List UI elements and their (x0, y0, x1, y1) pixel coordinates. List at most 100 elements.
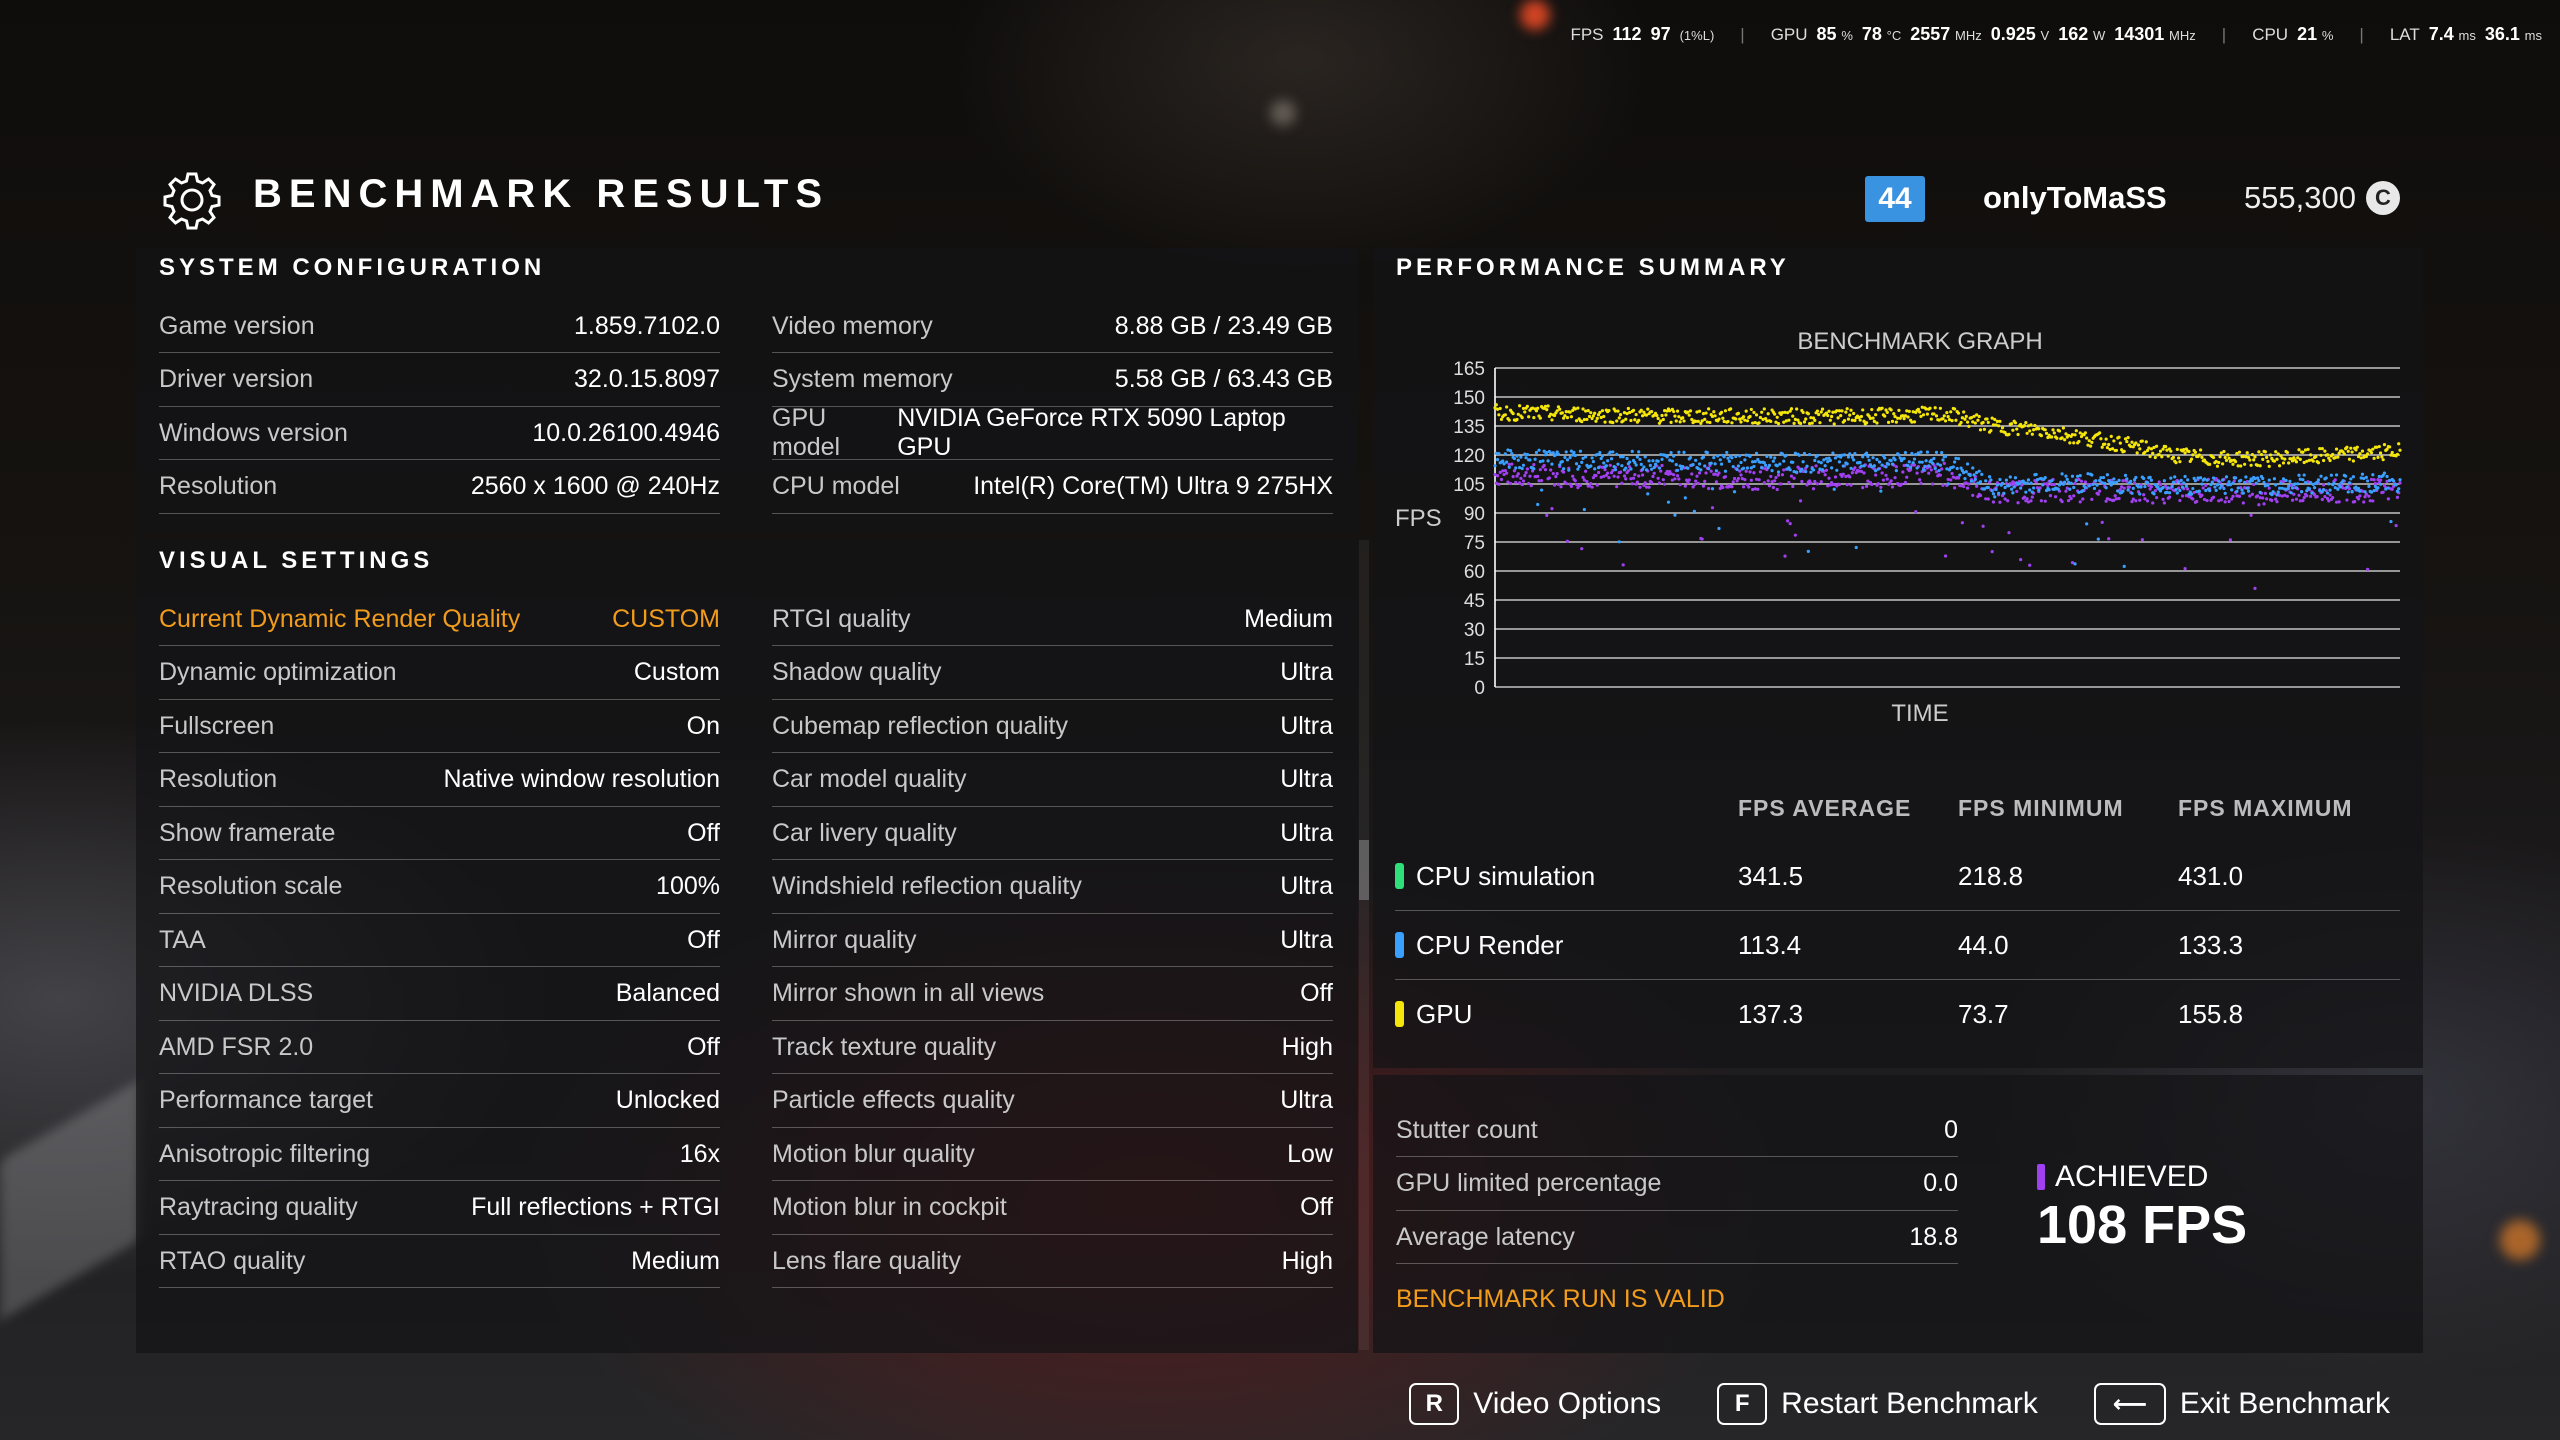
data-point (2275, 493, 2279, 497)
data-point (1688, 455, 1693, 460)
data-point (2114, 480, 2119, 484)
data-point (2148, 487, 2152, 491)
data-point (2050, 479, 2054, 483)
data-point (1967, 424, 1971, 428)
visual-setting-label: Mirror shown in all views (772, 979, 1045, 1007)
data-point (1741, 466, 1746, 470)
data-point (1903, 414, 1908, 418)
data-point (2231, 462, 2235, 466)
video-options-button[interactable]: R Video Options (1409, 1383, 1661, 1425)
data-point (1709, 461, 1713, 465)
data-point (1773, 479, 1777, 483)
stat-value: 0 (1944, 1115, 1958, 1144)
data-point (1666, 500, 1671, 504)
data-point (1589, 411, 1593, 415)
visual-setting-label: Motion blur in cockpit (772, 1193, 1007, 1221)
data-point (1953, 460, 1957, 464)
data-point (2309, 494, 2313, 498)
data-point (2325, 496, 2330, 501)
data-point (2311, 482, 2315, 486)
data-point (1705, 450, 1709, 455)
data-point (1991, 500, 1996, 504)
data-point (1554, 475, 1558, 479)
data-point (1871, 456, 1875, 460)
visual-settings-scrollbar[interactable] (1359, 540, 1369, 1350)
data-point (2016, 432, 2020, 437)
data-point (2020, 483, 2024, 487)
data-point (1600, 454, 1605, 458)
data-point (1798, 499, 1803, 503)
data-point (1520, 483, 1524, 487)
background-track-stripe (0, 1079, 140, 1321)
data-point (2319, 474, 2323, 478)
scrollbar-thumb[interactable] (1359, 840, 1369, 900)
data-point (2358, 489, 2362, 493)
data-point (1782, 459, 1786, 463)
data-point (1853, 466, 1857, 470)
data-point (1991, 423, 1996, 427)
data-point (2098, 478, 2102, 483)
data-point (1906, 415, 1910, 419)
data-point (2034, 472, 2038, 477)
data-point (2136, 443, 2141, 447)
visual-setting-row: Performance target Unlocked (159, 1075, 720, 1128)
key-hint-icon: ⟵ (2093, 1383, 2166, 1425)
perf-row-divider (1395, 979, 2400, 980)
data-point (1507, 462, 1511, 467)
data-point (2315, 495, 2319, 499)
data-point (1837, 460, 1841, 464)
data-point (1845, 483, 1849, 487)
data-point (2130, 440, 2134, 444)
data-point (2281, 479, 2286, 484)
data-point (2328, 458, 2332, 463)
data-point (1505, 471, 1509, 475)
data-point (2156, 485, 2160, 489)
data-point (1774, 420, 1778, 424)
data-point (1956, 457, 1961, 461)
data-point (2279, 481, 2283, 485)
data-point (2244, 455, 2248, 459)
data-point (1905, 475, 1909, 479)
stat-row: Average latency 18.8 (1396, 1211, 1958, 1264)
data-point (2143, 484, 2147, 489)
visual-setting-row: AMD FSR 2.0 Off (159, 1021, 720, 1074)
data-point (2201, 486, 2205, 490)
data-point (1897, 408, 1901, 412)
data-point (1663, 409, 1667, 413)
data-point (1701, 455, 1706, 459)
data-point (1818, 467, 1822, 471)
data-point (1841, 464, 1845, 468)
data-point (2277, 464, 2282, 468)
data-point (2024, 421, 2028, 425)
data-point (2135, 451, 2139, 455)
exit-benchmark-button[interactable]: ⟵ Exit Benchmark (2093, 1383, 2390, 1425)
data-point (2125, 439, 2129, 444)
data-point (2217, 479, 2221, 483)
data-point (1831, 410, 1835, 414)
data-point (2069, 497, 2073, 501)
data-point (2358, 494, 2362, 498)
data-point (1765, 454, 1769, 459)
data-point (2267, 486, 2271, 490)
data-point (2267, 478, 2271, 482)
data-point (1599, 456, 1603, 461)
data-point (2199, 476, 2203, 480)
data-point (2041, 483, 2045, 487)
data-point (1635, 480, 1640, 484)
data-point (1842, 418, 1847, 423)
data-point (1910, 420, 1914, 424)
data-point (2328, 493, 2332, 497)
restart-benchmark-button[interactable]: F Restart Benchmark (1717, 1383, 2038, 1425)
data-point (1890, 485, 1895, 489)
data-point (1775, 415, 1779, 419)
data-point (2226, 483, 2230, 487)
data-point (2252, 458, 2256, 462)
data-point (2368, 499, 2372, 503)
data-point (1537, 448, 1541, 452)
data-point (2261, 476, 2265, 481)
data-point (2302, 473, 2306, 477)
data-point (2378, 482, 2383, 486)
data-point (1771, 485, 1775, 490)
data-point (2044, 431, 2049, 435)
y-tick-label: 0 (1474, 678, 1485, 699)
